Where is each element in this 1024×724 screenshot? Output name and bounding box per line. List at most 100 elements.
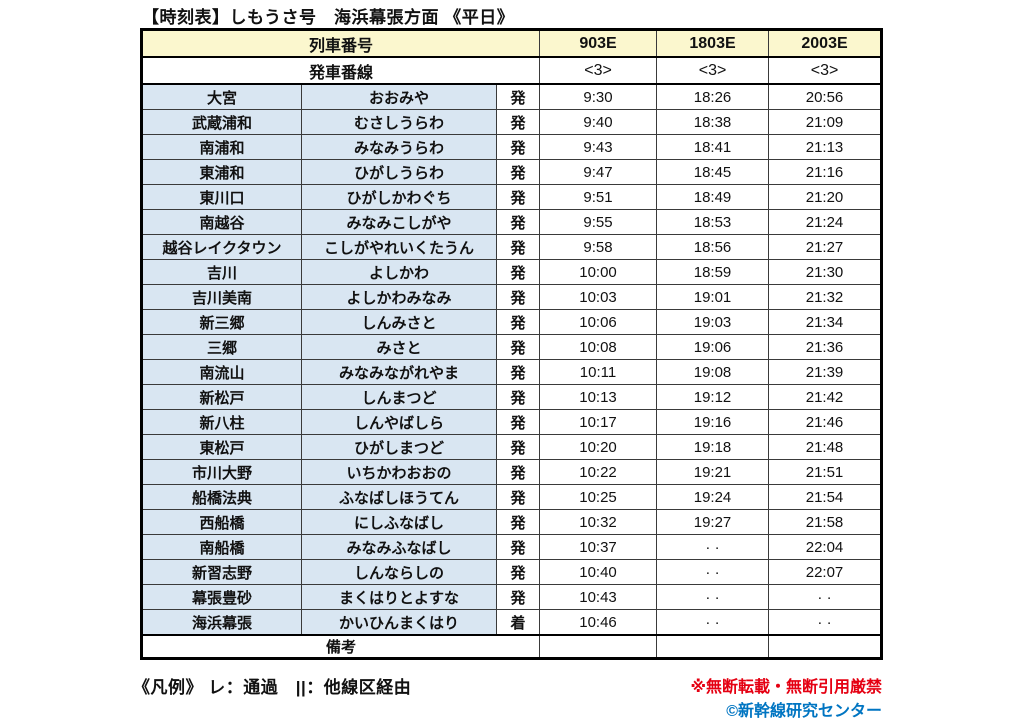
time-cell: 21:27	[768, 234, 883, 260]
dep-arr-label: 発	[495, 534, 541, 560]
station-name: 新松戸	[141, 384, 302, 410]
time-cell: 21:34	[768, 309, 883, 335]
time-cell: 9:40	[539, 109, 658, 135]
station-kana: まくはりとよすな	[301, 584, 497, 610]
table-row: 南流山 みなみながれやま発 10:11 19:08 21:39	[141, 359, 883, 385]
table-row: 新習志野 しんならしの発 10:40 · · 22:07	[141, 559, 883, 585]
dep-arr-label: 発	[495, 209, 541, 235]
time-cell: 18:41	[656, 134, 770, 160]
time-cell: 21:54	[768, 484, 883, 510]
station-kana: しんまつど	[301, 384, 497, 410]
table-row: 市川大野 いちかわおおの発 10:22 19:21 21:51	[141, 459, 883, 485]
station-name: 南船橋	[141, 534, 302, 560]
station-name: 船橋法典	[141, 484, 302, 510]
time-cell: 10:06	[539, 309, 658, 335]
time-cell: 21:48	[768, 434, 883, 460]
time-cell: 18:56	[656, 234, 770, 260]
table-row: 西船橋 にしふなばし発 10:32 19:27 21:58	[141, 509, 883, 535]
time-cell: · ·	[768, 584, 883, 610]
time-cell: 18:45	[656, 159, 770, 185]
time-cell: 9:55	[539, 209, 658, 235]
table-row: 南船橋 みなみふなばし発 10:37 · · 22:04	[141, 534, 883, 560]
station-name: 南浦和	[141, 134, 302, 160]
time-cell: 19:18	[656, 434, 770, 460]
time-cell: · ·	[656, 559, 770, 585]
time-cell: 21:16	[768, 159, 883, 185]
dep-arr-label: 発	[495, 83, 541, 110]
time-cell: · ·	[656, 584, 770, 610]
station-name: 海浜幕張	[141, 609, 302, 636]
time-cell: 19:03	[656, 309, 770, 335]
table-row: 新八柱 しんやばしら発 10:17 19:16 21:46	[141, 409, 883, 435]
time-cell: 10:08	[539, 334, 658, 360]
time-cell: 21:32	[768, 284, 883, 310]
table-row: 吉川美南 よしかわみなみ発 10:03 19:01 21:32	[141, 284, 883, 310]
timetable-table: 列車番号 903E 1803E 2003E 発車番線 <3> <3> <3> 大…	[140, 28, 884, 660]
station-name: 新習志野	[141, 559, 302, 585]
remarks-cell	[656, 634, 770, 659]
station-kana: ひがしうらわ	[301, 159, 497, 185]
dep-arr-label: 発	[495, 409, 541, 435]
platform-number: <3>	[656, 56, 770, 85]
station-kana: しんやばしら	[301, 409, 497, 435]
platform-label: 発車番線	[140, 56, 541, 85]
station-kana: みなみうらわ	[301, 134, 497, 160]
dep-arr-label: 発	[495, 259, 541, 285]
time-cell: · ·	[656, 534, 770, 560]
time-cell: · ·	[656, 609, 770, 636]
table-row: 三郷 みさと発 10:08 19:06 21:36	[141, 334, 883, 360]
station-kana: みさと	[301, 334, 497, 360]
station-name: 越谷レイクタウン	[141, 234, 302, 260]
station-kana: ふなばしほうてん	[301, 484, 497, 510]
time-cell: 10:17	[539, 409, 658, 435]
station-name: 東松戸	[141, 434, 302, 460]
time-cell: 21:09	[768, 109, 883, 135]
dep-arr-label: 発	[495, 159, 541, 185]
time-cell: 22:07	[768, 559, 883, 585]
dep-arr-label: 発	[495, 584, 541, 610]
time-cell: 10:46	[539, 609, 658, 636]
no-reproduction-warning: ※無断転載・無断引用厳禁	[690, 679, 882, 696]
time-cell: 19:12	[656, 384, 770, 410]
time-cell: 21:13	[768, 134, 883, 160]
time-cell: 9:58	[539, 234, 658, 260]
dep-arr-label: 発	[495, 134, 541, 160]
train-number-label: 列車番号	[140, 29, 541, 58]
station-name: 東川口	[141, 184, 302, 210]
copyright-text: ©新幹線研究センター	[726, 703, 882, 720]
time-cell: 10:11	[539, 359, 658, 385]
station-kana: こしがやれいくたうん	[301, 234, 497, 260]
station-name: 南越谷	[141, 209, 302, 235]
dep-arr-label: 発	[495, 384, 541, 410]
platform-number: <3>	[768, 56, 883, 85]
dep-arr-label: 発	[495, 509, 541, 535]
dep-arr-label: 発	[495, 459, 541, 485]
table-row: 東川口 ひがしかわぐち発 9:51 18:49 21:20	[141, 184, 883, 210]
platform-number: <3>	[539, 56, 658, 85]
time-cell: 10:20	[539, 434, 658, 460]
dep-arr-label: 発	[495, 559, 541, 585]
time-cell: 21:39	[768, 359, 883, 385]
time-cell: 10:13	[539, 384, 658, 410]
station-kana: ひがしかわぐち	[301, 184, 497, 210]
time-cell: 19:06	[656, 334, 770, 360]
remarks-label: 備考	[140, 634, 541, 659]
time-cell: 18:53	[656, 209, 770, 235]
station-kana: みなみこしがや	[301, 209, 497, 235]
dep-arr-label: 発	[495, 184, 541, 210]
time-cell: 21:30	[768, 259, 883, 285]
station-name: 西船橋	[141, 509, 302, 535]
station-kana: かいひんまくはり	[301, 609, 497, 636]
dep-arr-label: 発	[495, 234, 541, 260]
table-row: 越谷レイクタウン こしがやれいくたうん発 9:58 18:56 21:27	[141, 234, 883, 260]
station-kana: みなみふなばし	[301, 534, 497, 560]
dep-arr-label: 発	[495, 309, 541, 335]
station-name: 吉川	[141, 259, 302, 285]
station-kana: にしふなばし	[301, 509, 497, 535]
table-row: 東浦和 ひがしうらわ発 9:47 18:45 21:16	[141, 159, 883, 185]
train-number: 1803E	[656, 29, 770, 58]
dep-arr-label: 発	[495, 109, 541, 135]
station-kana: みなみながれやま	[301, 359, 497, 385]
table-row: 武蔵浦和 むさしうらわ発 9:40 18:38 21:09	[141, 109, 883, 135]
